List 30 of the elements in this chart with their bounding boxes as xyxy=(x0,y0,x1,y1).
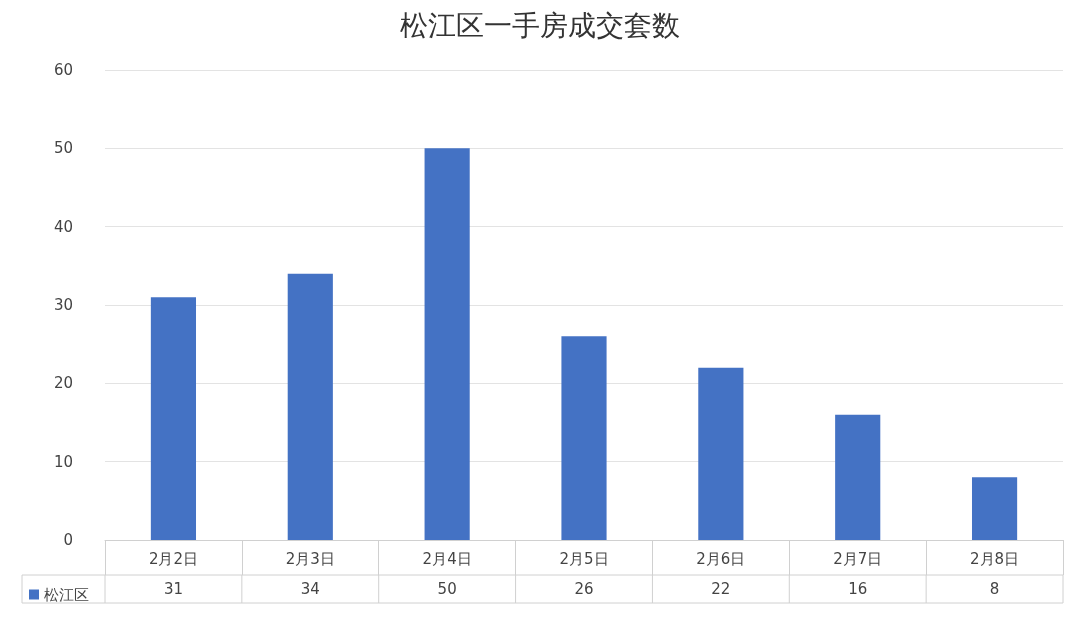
data-label: 50 xyxy=(437,580,457,598)
data-label: 22 xyxy=(711,580,731,598)
bar xyxy=(150,297,197,540)
x-tick-label: 2月8日 xyxy=(970,549,1020,568)
x-tick-label: 2月3日 xyxy=(285,549,335,568)
y-tick-label: 0 xyxy=(63,531,73,549)
bar xyxy=(287,273,333,540)
data-label: 26 xyxy=(574,580,594,598)
legend-label: 松江区 xyxy=(44,585,89,604)
data-label: 34 xyxy=(300,580,320,598)
y-tick-label: 30 xyxy=(53,296,73,314)
y-tick-label: 40 xyxy=(53,217,73,236)
bar xyxy=(971,477,1018,540)
data-label: 8 xyxy=(989,580,1000,598)
x-tick-label: 2月7日 xyxy=(833,549,883,568)
data-label: 16 xyxy=(848,580,868,598)
bar xyxy=(698,367,744,540)
bar xyxy=(835,414,881,540)
y-tick-label: 10 xyxy=(53,452,73,471)
chart-title: 松江区一手房成交套数 xyxy=(400,8,680,42)
y-tick-label: 60 xyxy=(53,61,73,79)
bar xyxy=(424,148,470,540)
x-tick-label: 2月2日 xyxy=(148,549,198,568)
y-tick-label: 50 xyxy=(53,139,73,158)
x-tick-label: 2月5日 xyxy=(559,549,609,568)
bar xyxy=(561,336,607,540)
data-label: 31 xyxy=(163,580,183,598)
x-tick-label: 2月6日 xyxy=(696,549,746,568)
y-tick-label: 20 xyxy=(53,374,73,393)
x-tick-label: 2月4日 xyxy=(422,549,472,568)
